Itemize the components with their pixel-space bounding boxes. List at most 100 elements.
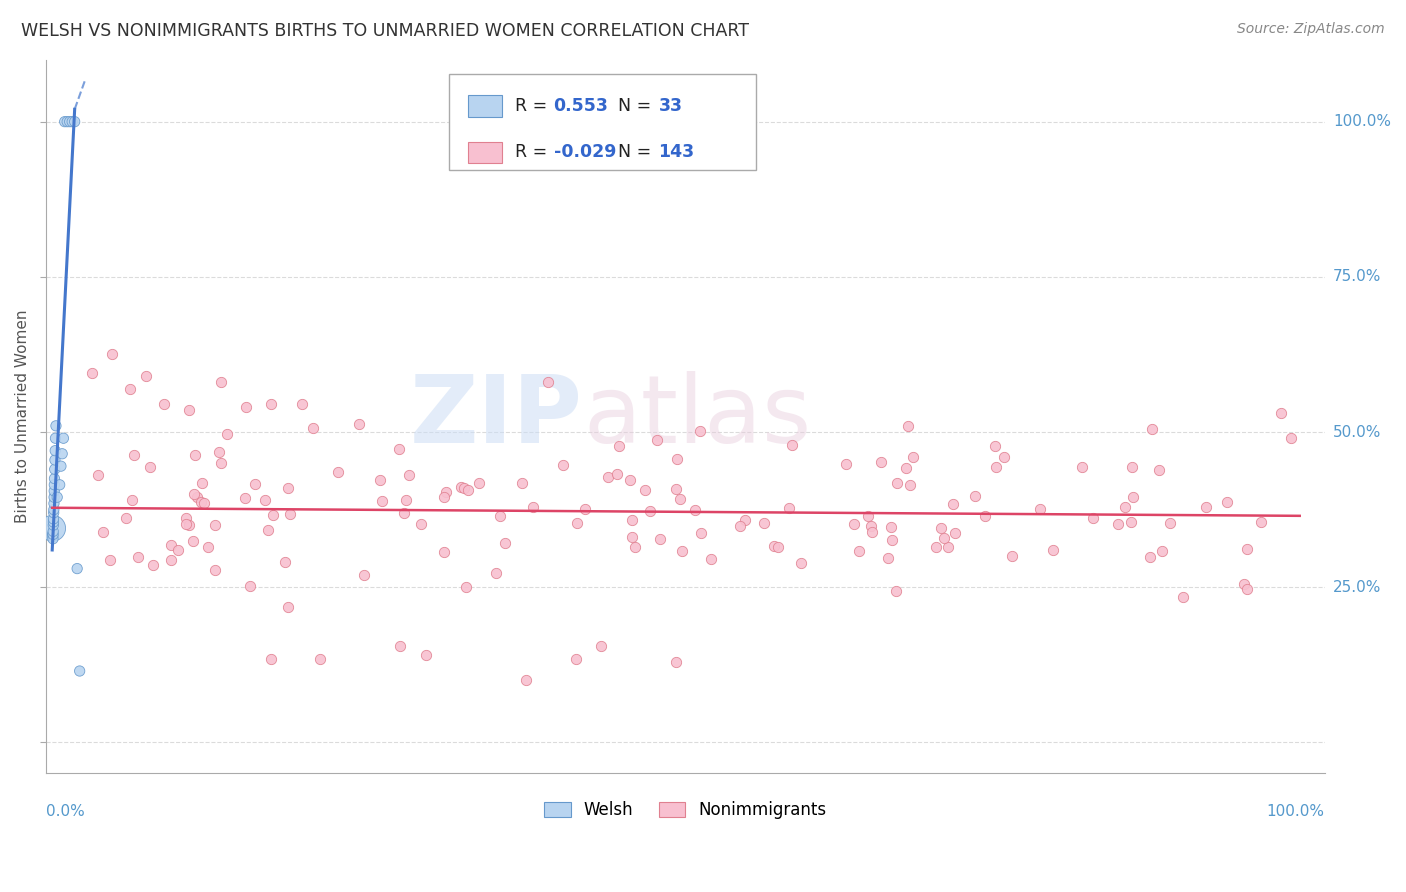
- Point: [174, 516, 197, 531]
- Point: [485, 566, 508, 581]
- Point: [183, 486, 205, 500]
- Point: [671, 543, 693, 558]
- Point: [274, 555, 297, 569]
- Point: [598, 470, 620, 484]
- Point: [842, 516, 865, 531]
- Point: [766, 540, 789, 554]
- Point: [394, 506, 416, 520]
- Text: ZIP: ZIP: [411, 370, 583, 463]
- Point: [454, 580, 477, 594]
- Text: N =: N =: [617, 144, 657, 161]
- Point: [1107, 517, 1129, 532]
- Text: R =: R =: [515, 97, 553, 115]
- Y-axis label: Births to Unmarried Women: Births to Unmarried Women: [15, 310, 30, 524]
- Point: [42, 524, 65, 539]
- Point: [60, 114, 83, 128]
- Point: [42, 532, 65, 546]
- Point: [645, 434, 668, 448]
- Point: [790, 556, 813, 570]
- Point: [665, 452, 688, 467]
- Point: [309, 651, 332, 665]
- Point: [495, 536, 517, 550]
- Point: [42, 502, 65, 516]
- Point: [101, 347, 124, 361]
- Point: [1159, 516, 1181, 531]
- Point: [63, 114, 86, 128]
- Point: [87, 468, 110, 483]
- Text: 25.0%: 25.0%: [1333, 580, 1381, 595]
- Point: [574, 501, 596, 516]
- Point: [567, 516, 589, 531]
- Point: [190, 495, 212, 509]
- Point: [160, 538, 183, 552]
- Point: [46, 490, 69, 504]
- Text: R =: R =: [515, 144, 553, 161]
- Point: [277, 481, 299, 495]
- Point: [620, 513, 643, 527]
- Point: [925, 540, 948, 554]
- Point: [621, 530, 644, 544]
- Point: [690, 525, 713, 540]
- Text: 0.0%: 0.0%: [46, 804, 84, 819]
- Point: [1279, 431, 1302, 445]
- Point: [1236, 582, 1258, 597]
- Point: [1081, 511, 1104, 525]
- Point: [52, 431, 75, 445]
- Point: [44, 472, 66, 486]
- Point: [1270, 406, 1292, 420]
- Point: [45, 418, 67, 433]
- Point: [59, 114, 82, 128]
- Point: [1001, 549, 1024, 563]
- Point: [778, 500, 800, 515]
- Point: [1173, 590, 1195, 604]
- Point: [239, 579, 262, 593]
- Point: [623, 540, 645, 554]
- Point: [121, 493, 143, 508]
- Point: [993, 450, 1015, 465]
- Point: [450, 480, 472, 494]
- Point: [278, 507, 301, 521]
- Point: [1042, 543, 1064, 558]
- Point: [453, 482, 475, 496]
- Text: 0.553: 0.553: [554, 97, 609, 115]
- Text: N =: N =: [617, 97, 657, 115]
- Point: [515, 673, 537, 688]
- Text: Source: ZipAtlas.com: Source: ZipAtlas.com: [1237, 22, 1385, 37]
- Point: [204, 518, 226, 533]
- Point: [193, 496, 215, 510]
- Point: [898, 478, 921, 492]
- Legend: Welsh, Nonimmigrants: Welsh, Nonimmigrants: [537, 795, 834, 826]
- Point: [127, 549, 149, 564]
- Point: [1121, 460, 1143, 475]
- Point: [41, 521, 63, 535]
- Point: [901, 450, 924, 464]
- Point: [728, 518, 751, 533]
- Point: [763, 539, 786, 553]
- Point: [114, 511, 136, 525]
- Point: [186, 491, 208, 505]
- Point: [262, 508, 284, 522]
- Point: [943, 525, 966, 540]
- Point: [217, 426, 239, 441]
- Point: [553, 458, 575, 472]
- Point: [896, 461, 918, 475]
- Point: [929, 521, 952, 535]
- Point: [56, 114, 79, 128]
- Point: [291, 397, 314, 411]
- Point: [66, 561, 89, 575]
- Point: [41, 526, 63, 541]
- Point: [371, 494, 394, 508]
- Point: [302, 420, 325, 434]
- Point: [82, 366, 104, 380]
- Point: [44, 453, 66, 467]
- Point: [415, 648, 437, 663]
- Point: [235, 401, 257, 415]
- Point: [1250, 516, 1272, 530]
- Point: [432, 490, 454, 504]
- Point: [42, 506, 65, 520]
- Point: [1122, 491, 1144, 505]
- Text: WELSH VS NONIMMIGRANTS BIRTHS TO UNMARRIED WOMEN CORRELATION CHART: WELSH VS NONIMMIGRANTS BIRTHS TO UNMARRI…: [21, 22, 749, 40]
- Point: [409, 517, 432, 532]
- Point: [208, 445, 231, 459]
- Point: [44, 462, 66, 476]
